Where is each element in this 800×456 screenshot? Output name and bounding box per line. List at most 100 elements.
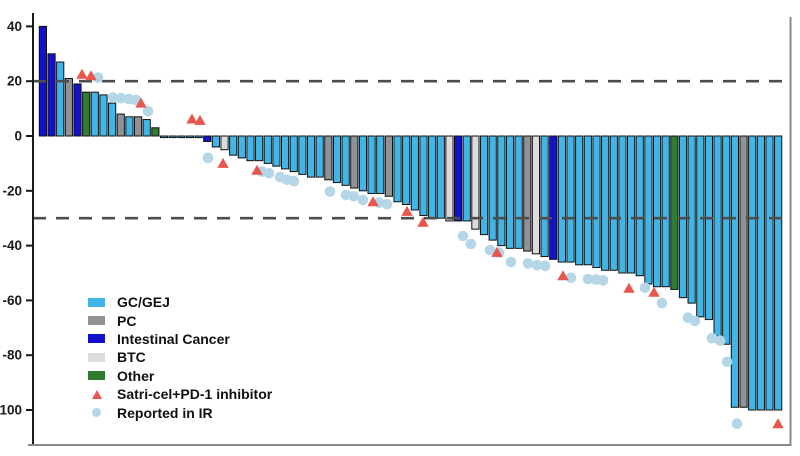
legend-item-reported-in-ir: Reported in IR bbox=[88, 403, 272, 421]
bar-gc-gej bbox=[419, 135, 428, 216]
legend-label: GC/GEJ bbox=[117, 294, 170, 311]
legend-item-gc-gej: GC/GEJ bbox=[88, 293, 272, 311]
bar-gc-gej bbox=[575, 135, 584, 266]
legend-label: Other bbox=[117, 367, 155, 384]
y-axis-tick-label: 40 bbox=[7, 19, 22, 34]
reported-in-ir-marker bbox=[731, 418, 743, 430]
bar-gc-gej bbox=[263, 135, 272, 164]
reported-in-ir-marker bbox=[522, 258, 534, 269]
satri-cel-pd1-marker bbox=[135, 97, 147, 108]
bar-gc-gej bbox=[229, 135, 238, 156]
y-axis-tick-label: 20 bbox=[7, 74, 22, 89]
legend-swatch-icon bbox=[88, 352, 105, 362]
satri-cel-pd1-marker bbox=[251, 164, 263, 175]
bar-pc bbox=[523, 135, 532, 252]
bar-gc-gej bbox=[99, 94, 108, 137]
bar-intestinal-cancer bbox=[73, 83, 82, 137]
bar-gc-gej bbox=[730, 135, 739, 408]
satri-cel-pd1-marker bbox=[85, 70, 97, 81]
bar-gc-gej bbox=[306, 135, 316, 178]
chart-legend: GC/GEJ PC Intestinal Cancer BTC Other Satri-c… bbox=[88, 293, 272, 422]
bar-gc-gej bbox=[557, 135, 566, 263]
bar-gc-gej bbox=[661, 135, 670, 288]
legend-swatch-icon bbox=[88, 334, 105, 344]
bar-gc-gej bbox=[678, 135, 688, 299]
bar-gc-gej bbox=[428, 135, 437, 219]
bar-gc-gej bbox=[765, 135, 774, 411]
satri-cel-pd1-marker bbox=[367, 196, 379, 207]
y-axis-tick-label: -60 bbox=[2, 293, 22, 308]
legend-swatch-icon bbox=[88, 316, 105, 326]
satri-cel-pd1-marker bbox=[772, 418, 784, 429]
bar-intestinal-cancer bbox=[549, 135, 558, 260]
circle-icon bbox=[92, 408, 101, 418]
satri-cel-pd1-marker bbox=[557, 270, 569, 281]
bar-gc-gej bbox=[609, 135, 618, 271]
bar-gc-gej bbox=[367, 135, 376, 195]
bar-gc-gej bbox=[246, 135, 255, 162]
bar-pc bbox=[116, 113, 125, 137]
reported-in-ir-marker bbox=[340, 189, 352, 201]
bar-pc bbox=[739, 135, 748, 408]
bar-btc bbox=[220, 135, 229, 151]
reported-in-ir-marker bbox=[689, 315, 701, 327]
satri-cel-pd1-marker bbox=[648, 286, 660, 297]
reported-in-ir-marker bbox=[107, 92, 119, 103]
reported-in-ir-marker bbox=[484, 244, 496, 256]
bar-gc-gej bbox=[652, 135, 662, 288]
bar-pc bbox=[384, 135, 393, 197]
bar-gc-gej bbox=[713, 135, 722, 337]
triangle-icon bbox=[91, 389, 102, 399]
legend-marker-icon bbox=[88, 408, 105, 418]
reported-in-ir-marker bbox=[565, 272, 577, 284]
bar-gc-gej bbox=[627, 135, 636, 274]
bar-gc-gej bbox=[601, 135, 610, 271]
satri-cel-pd1-marker bbox=[491, 246, 503, 257]
bar-gc-gej bbox=[211, 135, 221, 148]
bar-pc bbox=[133, 116, 143, 137]
bar-gc-gej bbox=[488, 135, 497, 241]
bar-gc-gej bbox=[618, 135, 627, 274]
bar-pc bbox=[64, 77, 73, 137]
bar-other bbox=[670, 135, 679, 290]
reported-in-ir-marker bbox=[202, 152, 214, 164]
bar-gc-gej bbox=[332, 135, 342, 184]
legend-label: Satri-cel+PD-1 inhibitor bbox=[117, 386, 273, 403]
satri-cel-pd1-marker bbox=[194, 114, 206, 125]
reported-in-ir-marker bbox=[531, 259, 543, 271]
bar-gc-gej bbox=[592, 135, 601, 269]
legend-item-other: Other bbox=[88, 367, 272, 385]
bar-gc-gej bbox=[540, 135, 549, 258]
legend-swatch-icon bbox=[88, 297, 105, 307]
satri-cel-pd1-marker bbox=[623, 282, 635, 293]
reported-in-ir-marker bbox=[505, 256, 517, 268]
bar-gc-gej bbox=[583, 135, 592, 266]
bar-gc-gej bbox=[341, 135, 350, 186]
satri-cel-pd1-marker bbox=[217, 157, 229, 168]
bar-other bbox=[82, 91, 91, 137]
bar-gc-gej bbox=[376, 135, 385, 195]
legend-item-satri-cel-pd-1-inhibitor: Satri-cel+PD-1 inhibitor bbox=[88, 385, 272, 403]
bar-btc bbox=[445, 135, 454, 222]
bar-gc-gej bbox=[56, 61, 65, 137]
bar-gc-gej bbox=[159, 135, 169, 139]
bar-gc-gej bbox=[108, 102, 117, 137]
legend-item-btc: BTC bbox=[88, 348, 272, 366]
y-axis-tick-label: 0 bbox=[14, 129, 22, 144]
bar-gc-gej bbox=[774, 135, 783, 411]
bar-gc-gej bbox=[237, 135, 246, 159]
bar-gc-gej bbox=[168, 135, 177, 139]
bar-gc-gej bbox=[177, 135, 186, 139]
reported-in-ir-marker bbox=[582, 273, 594, 285]
bar-gc-gej bbox=[185, 135, 195, 139]
bar-gc-gej bbox=[704, 135, 714, 321]
reported-in-ir-marker bbox=[288, 175, 300, 187]
reported-in-ir-marker bbox=[639, 282, 651, 294]
bar-intestinal-cancer bbox=[454, 135, 463, 222]
bar-gc-gej bbox=[696, 135, 705, 318]
reported-in-ir-marker bbox=[706, 332, 718, 344]
bar-gc-gej bbox=[272, 135, 281, 167]
legend-label: Intestinal Cancer bbox=[117, 330, 230, 347]
reported-in-ir-marker bbox=[457, 230, 469, 242]
bar-pc bbox=[324, 135, 333, 181]
